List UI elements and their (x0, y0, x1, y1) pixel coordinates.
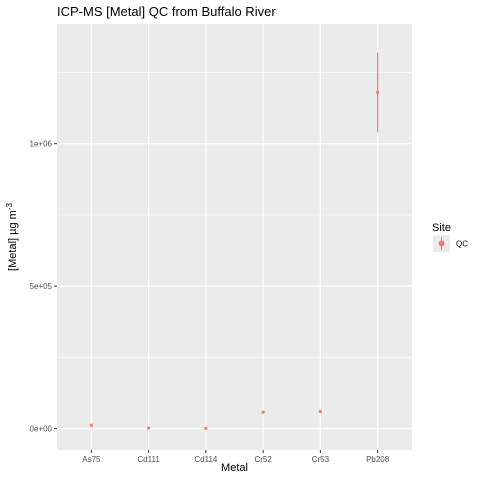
y-axis-title: [Metal] µg m-3 (5, 203, 19, 271)
legend-key-point (438, 240, 445, 247)
legend: Site QC (432, 222, 468, 252)
minor-gridlines (57, 72, 412, 358)
x-axis-title: Metal (221, 462, 248, 474)
x-tick-label: Cd111 (137, 455, 160, 464)
legend-title: Site (432, 222, 451, 234)
data-point (261, 410, 265, 414)
y-tick-label: 5e+05 (30, 282, 53, 291)
plot-panel (57, 24, 412, 450)
data-point (89, 423, 93, 427)
x-tick-label: As75 (82, 455, 101, 464)
y-tick-label: 0e+00 (30, 425, 53, 434)
data-point (376, 90, 380, 94)
x-tick-label: Pb208 (366, 455, 390, 464)
y-tick-label: 1e+06 (30, 140, 53, 149)
x-tick-label: Cr53 (312, 455, 330, 464)
y-axis-title-main: [Metal] µg m (7, 210, 19, 271)
legend-entry-label: QC (456, 240, 468, 249)
x-tick-label: Cd114 (194, 455, 218, 464)
chart-title: ICP-MS [Metal] QC from Buffalo River (57, 4, 276, 19)
y-axis-ticks: 0e+00 5e+05 1e+06 (30, 140, 57, 434)
x-axis-ticks: As75 Cd111 Cd114 Cr52 Cr53 Pb208 (82, 450, 390, 464)
y-axis-title-superscript: -3 (5, 203, 14, 211)
data-point (318, 409, 322, 414)
x-tick-label: Cr52 (254, 455, 272, 464)
data-point (204, 426, 208, 430)
data-marks (89, 52, 380, 430)
data-point (147, 426, 151, 430)
